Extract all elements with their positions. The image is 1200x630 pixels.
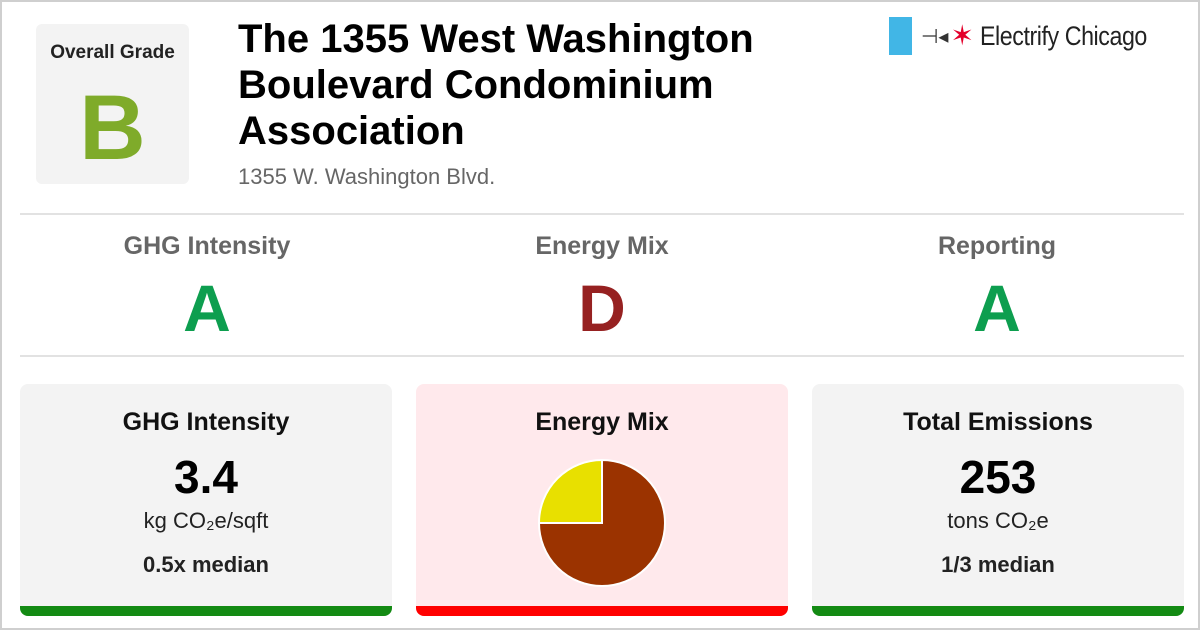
overall-grade-letter: B	[79, 77, 146, 179]
grade-label: GHG Intensity	[123, 232, 291, 260]
electrify-chicago-logo[interactable]: ⊣◂ ✶ Electrify Chicago	[888, 16, 1174, 56]
card-value: 3.4	[174, 451, 238, 503]
energy-mix-pie-chart	[537, 458, 666, 587]
divider-top	[20, 213, 1184, 215]
card-median: 1/3 median	[941, 552, 1055, 577]
energy-mix-card: Energy Mix	[416, 384, 788, 616]
grade-label: Reporting	[937, 232, 1057, 260]
overall-grade-label: Overall Grade	[50, 42, 175, 63]
card-value: 253	[959, 451, 1037, 503]
grade-color-bar	[812, 606, 1184, 616]
grade-reporting: Reporting A	[800, 232, 1194, 341]
divider-middle	[20, 355, 1184, 357]
grade-color-bar	[20, 606, 392, 616]
card-title: Energy Mix	[535, 408, 669, 436]
card-unit: tons CO₂e	[947, 508, 1049, 533]
logo-text: Electrify Chicago	[979, 20, 1147, 51]
grade-color-bar	[416, 606, 788, 616]
building-name: The 1355 West Washington Boulevard Condo…	[238, 17, 754, 153]
grade-ghg-intensity: GHG Intensity A	[10, 232, 404, 341]
card-title: GHG Intensity	[122, 408, 290, 436]
grade-letter: A	[973, 271, 1021, 345]
ghg-intensity-card: GHG Intensity 3.4 kg CO₂e/sqft 0.5x medi…	[20, 384, 392, 616]
pie-slice-1	[537, 458, 603, 524]
plug-icon: ⊣◂	[920, 25, 949, 48]
card-title: Total Emissions	[903, 408, 1093, 436]
overall-grade-box: Overall Grade B	[36, 24, 189, 184]
red-star-icon: ✶	[950, 20, 974, 51]
card-median: 0.5x median	[143, 552, 269, 577]
grade-label: Energy Mix	[535, 232, 669, 260]
grade-letter: D	[578, 271, 626, 345]
card-unit: kg CO₂e/sqft	[143, 508, 269, 533]
grade-energy-mix: Energy Mix D	[405, 232, 799, 341]
total-emissions-card: Total Emissions 253 tons CO₂e 1/3 median	[812, 384, 1184, 616]
building-address: 1355 W. Washington Blvd.	[238, 164, 496, 189]
chicago-flag-stripe-icon	[888, 17, 912, 55]
grade-letter: A	[183, 271, 231, 345]
